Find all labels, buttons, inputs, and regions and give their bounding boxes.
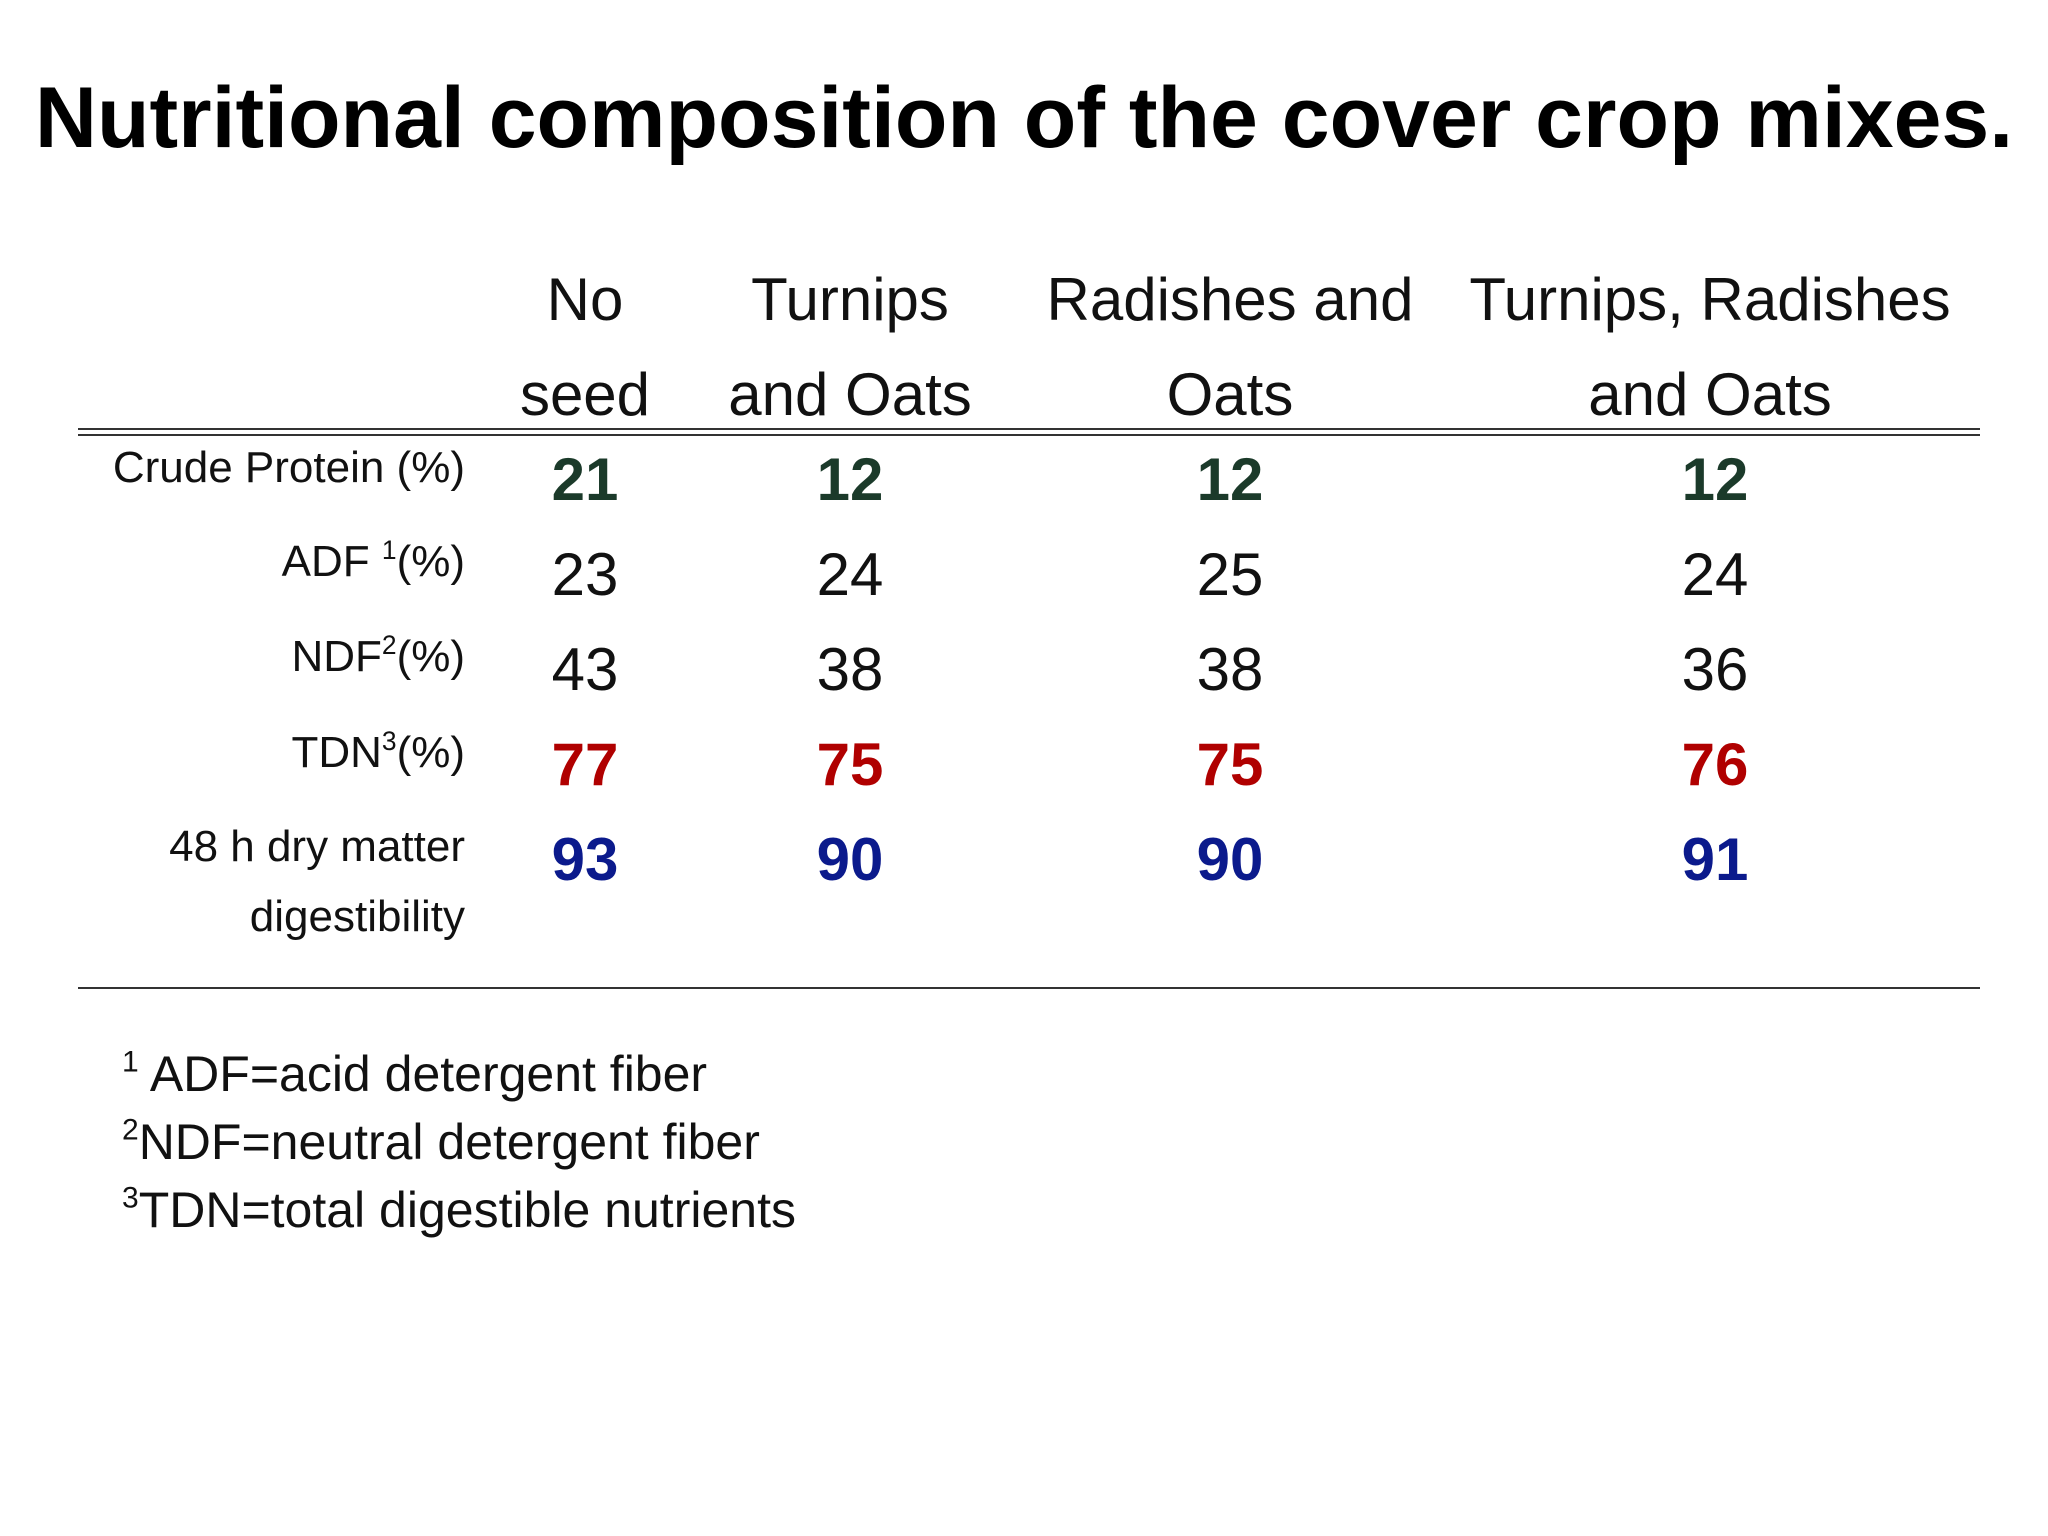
column-header-line: Turnips — [751, 266, 949, 333]
table-cell: 24 — [816, 541, 884, 608]
footnote-marker: 3 — [122, 1181, 139, 1215]
table-cell: 75 — [816, 731, 884, 798]
header-rule-bottom — [78, 434, 1980, 436]
header-rule-top — [78, 428, 1980, 430]
footnote-text: ADF=acid detergent fiber — [138, 1046, 708, 1102]
row-label-adf: ADF 1(%) — [60, 527, 465, 597]
footnote-text: TDN=total digestible nutrients — [138, 1182, 796, 1238]
table-cell: 12 — [816, 446, 884, 513]
column-header-line: and Oats — [728, 361, 972, 428]
table-cell: 23 — [551, 541, 619, 608]
table-cell: 93 — [551, 826, 619, 893]
table-cell: 38 — [1196, 636, 1264, 703]
table-cell: 77 — [551, 731, 619, 798]
row-label-tdn: TDN3(%) — [60, 718, 465, 788]
column-header-turnips-oats: Turnips and Oats — [700, 252, 1000, 442]
table-cell: 76 — [1681, 731, 1749, 798]
table-cell: 36 — [1681, 636, 1749, 703]
footnote-text: NDF=neutral detergent fiber — [138, 1114, 760, 1170]
footnote-marker: 2 — [122, 1113, 139, 1147]
column-header-line: Turnips, Radishes — [1469, 266, 1951, 333]
row-label-line: digestibility — [249, 892, 465, 941]
row-label-crude-protein: Crude Protein (%) — [112, 443, 465, 492]
footnote-marker: 3 — [381, 725, 397, 756]
column-header-line: No — [546, 266, 624, 333]
table-cell: 38 — [816, 636, 884, 703]
row-label-text: (%) — [396, 537, 465, 586]
footnote-marker: 1 — [122, 1045, 139, 1079]
row-label-text: (%) — [396, 632, 465, 681]
footnote-marker: 2 — [381, 629, 397, 660]
table-cell: 24 — [1681, 541, 1749, 608]
table-cell: 90 — [1196, 826, 1264, 893]
row-label-text: ADF — [281, 537, 382, 586]
slide-title: Nutritional composition of the cover cro… — [34, 70, 2014, 166]
footnote-adf: 1 ADF=acid detergent fiber — [122, 1040, 707, 1108]
column-header-line: seed — [519, 361, 651, 428]
table-cell: 75 — [1196, 731, 1264, 798]
column-header-radishes-oats: Radishes and Oats — [1030, 252, 1430, 442]
column-header-no-seed: No seed — [445, 252, 725, 442]
row-label-text: TDN — [291, 728, 382, 777]
column-header-turnips-radishes-oats: Turnips, Radishes and Oats — [1450, 252, 1970, 442]
table-cell: 91 — [1681, 826, 1749, 893]
table-cell: 12 — [1681, 446, 1749, 513]
footnote-tdn: 3TDN=total digestible nutrients — [122, 1176, 796, 1244]
table-bottom-rule — [78, 987, 1980, 989]
footnote-marker: 1 — [381, 534, 397, 565]
column-header-line: Radishes and — [1046, 266, 1414, 333]
table-cell: 12 — [1196, 446, 1264, 513]
table-cell: 21 — [551, 446, 619, 513]
table-cell: 90 — [816, 826, 884, 893]
footnote-ndf: 2NDF=neutral detergent fiber — [122, 1108, 760, 1176]
row-label-text: (%) — [396, 728, 465, 777]
row-label-ndf: NDF2(%) — [60, 622, 465, 692]
column-header-line: Oats — [1166, 361, 1294, 428]
row-label-digestibility: 48 h dry matter digestibility — [60, 812, 465, 952]
row-label-text: NDF — [291, 632, 382, 681]
table-cell: 43 — [551, 636, 619, 703]
column-header-line: and Oats — [1588, 361, 1832, 428]
table-cell: 25 — [1196, 541, 1264, 608]
row-label-line: 48 h dry matter — [169, 822, 465, 871]
